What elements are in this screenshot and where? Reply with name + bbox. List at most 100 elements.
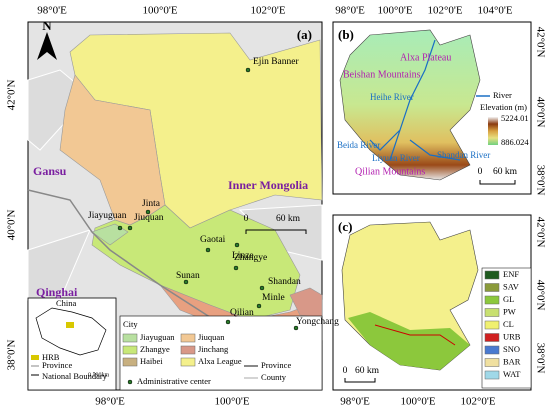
feature-label: Alxa Plateau [400,52,451,63]
legend-label: Jiuquan [198,332,225,342]
inset-swatch [31,355,39,360]
river-label: Liyuan River [372,153,420,163]
legend-swatch [484,333,500,342]
elevation-ramp [488,117,498,145]
north-arrow [37,32,57,60]
legend-swatch [122,345,138,355]
legend-swatch [484,345,500,355]
legend-swatch [484,295,500,305]
legend-label: Jinchang [198,344,229,354]
china-outline [35,307,107,356]
lat-label: 38°0'N [534,165,546,196]
place-label: Sunan [176,271,200,281]
scale-label: 0 [244,214,249,224]
admin-center [259,285,265,291]
legend-label: Administrative center [137,376,211,386]
lat-label: 38°0'N [6,340,18,371]
legend-admin-marker [127,379,133,385]
panel-b [332,21,532,195]
elevation-map [339,29,481,181]
legend-swatch [122,357,138,367]
legend-label: ENF [503,269,519,279]
lon-label: 100°0'E [377,5,412,17]
hrb-inset-mark [66,322,74,328]
scale-bar [344,378,376,383]
lat-label: 42°0'N [534,27,546,58]
legend-label: WAT [503,369,521,379]
inset-label: Province [42,360,72,370]
place-label: Shandan [268,277,301,287]
legend-label: BAR [503,356,521,366]
legend-label: PW [503,306,516,316]
legend-swatch [180,345,196,355]
admin-center [127,225,133,231]
north-label: N [42,18,52,33]
legend-label: Zhangye [140,344,170,354]
scale-label: 60 km [493,167,518,177]
panel-label: (c) [338,219,352,234]
legend-swatch [484,270,500,280]
admin-center [256,303,262,309]
legend-label: URB [503,331,521,341]
scale-bar [245,229,307,234]
legend-swatch [484,283,500,292]
admin-center [183,279,189,285]
admin-center [233,265,239,271]
legend-swatch [484,370,500,380]
river-label: Heihe River [370,92,414,102]
legend-title: City [123,319,138,329]
lat-label: 42°0'N [534,217,546,248]
place-label: Jiayuguan [88,211,127,221]
place-label: Ejin Banner [253,57,299,67]
lon-label: 100°0'E [142,5,177,17]
admin-center [293,325,299,331]
legend-label: SNO [503,344,520,354]
admin-center [225,319,231,325]
inset-label: HRB [42,352,60,362]
zhangye-region [91,204,301,321]
feature-label: Beishan Mountains [343,69,421,80]
lon-label: 98°0'E [95,396,125,408]
legend-swatch [180,333,196,343]
legend-swatch [122,333,138,343]
admin-center [145,209,151,215]
inset-scale: 0 590km [88,372,110,378]
lon-label: 98°0'E [340,396,370,408]
jinchang-region [289,287,323,319]
place-label: Zhangye [234,253,267,263]
panel-label: (b) [338,27,354,42]
river-label: Beida River [337,140,380,150]
legend-label: Haibei [140,356,163,366]
place-label: Jiuquan [134,213,164,223]
panel-a [27,21,323,391]
lat-label: 40°0'N [534,97,546,128]
lat-label: 40°0'N [534,280,546,311]
legend-swatch [484,320,500,330]
lon-label: 104°0'E [477,5,512,17]
lon-label: 98°0'E [335,5,365,17]
scale-label: 0 [478,167,483,177]
region-label: Qinghai [36,285,78,299]
lat-label: 40°0'N [6,210,18,241]
legend-label: River [493,90,512,100]
scale-label: 0 [343,366,348,376]
legend-label: Alxa League [198,356,242,366]
lon-label: 98°0'E [37,5,67,17]
legend-box [119,315,323,391]
place-label: Gaotai [200,235,226,245]
region-label: Inner Mongolia [228,178,308,192]
legend-swatch [180,357,196,367]
place-label: Qilian [230,308,254,318]
lat-label: 38°0'N [534,343,546,374]
admin-center [234,242,240,248]
river-label: Shandan River [437,150,490,160]
admin-center [117,225,123,231]
place-label: Jinta [142,199,161,209]
legend-label: GL [503,294,514,304]
legend-label: CL [503,319,514,329]
legend-label: 886.024 [501,137,529,147]
lon-label: 102°0'E [250,5,285,17]
admin-center [245,67,251,73]
lon-label: 102°0'E [427,5,462,17]
legend-title: Elevation (m) [480,102,527,112]
